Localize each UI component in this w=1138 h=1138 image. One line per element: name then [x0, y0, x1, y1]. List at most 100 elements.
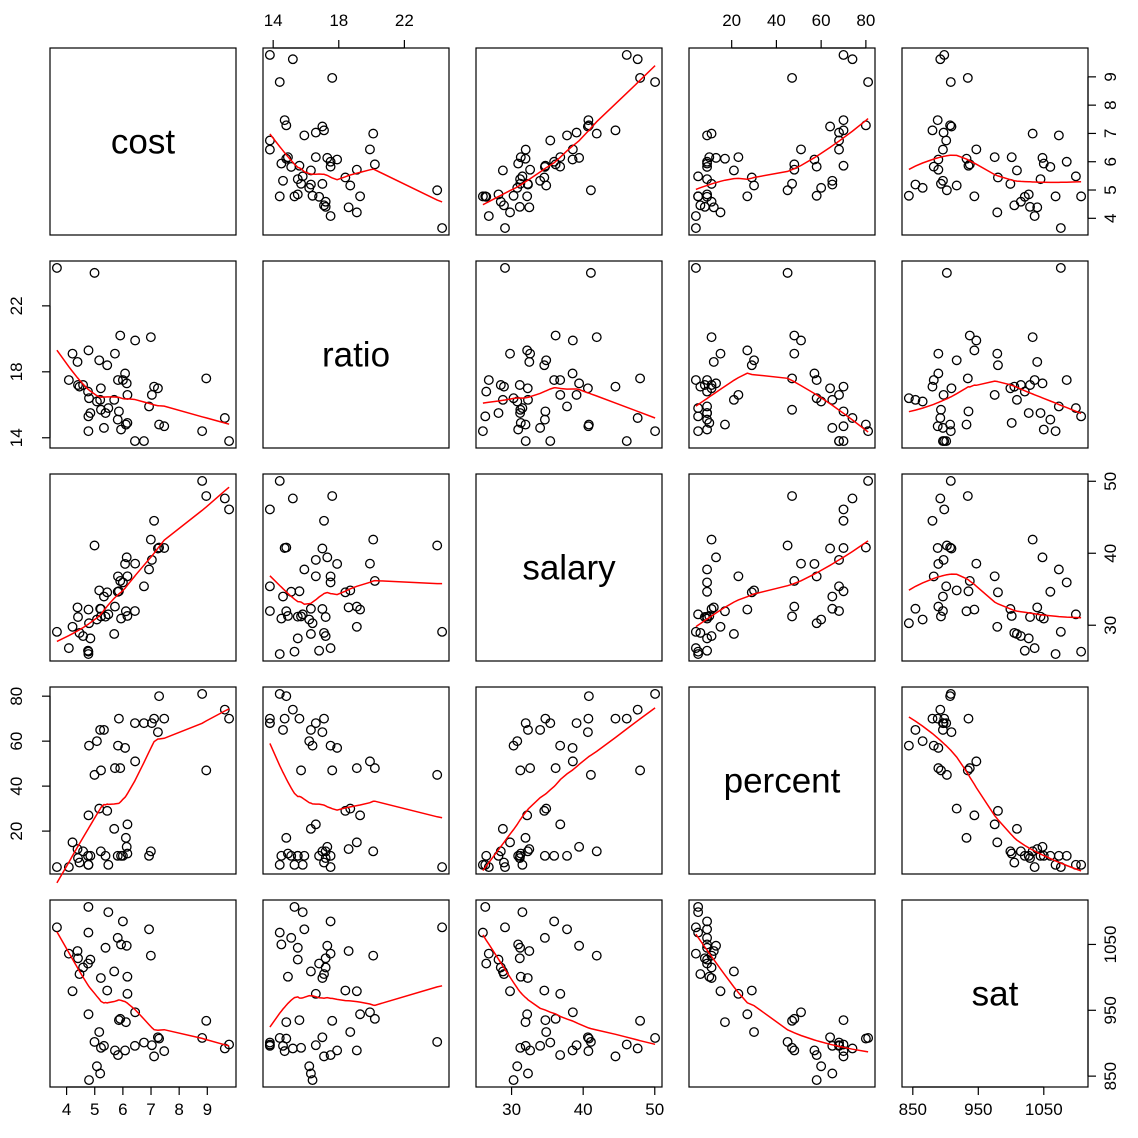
data-point — [289, 859, 300, 870]
data-point — [1038, 158, 1049, 169]
data-point — [937, 724, 948, 735]
data-point — [102, 360, 113, 371]
data-point — [287, 1043, 298, 1054]
data-point — [962, 373, 973, 384]
data-point — [520, 1040, 531, 1051]
data-point — [340, 805, 351, 816]
data-point — [103, 609, 114, 620]
data-point — [927, 713, 938, 724]
data-point — [932, 713, 943, 724]
data-point — [1045, 414, 1056, 425]
data-point — [432, 540, 443, 551]
data-point — [83, 345, 94, 356]
variable-label: percent — [724, 762, 841, 801]
panel-frame — [49, 47, 237, 236]
data-point — [695, 969, 706, 980]
data-point — [941, 769, 952, 780]
data-point — [583, 115, 594, 126]
data-point — [567, 756, 578, 767]
data-point — [555, 1050, 566, 1061]
data-point — [951, 803, 962, 814]
data-point — [863, 77, 874, 87]
data-point — [314, 850, 325, 861]
data-point — [517, 403, 528, 414]
data-point — [73, 612, 83, 622]
data-point — [117, 375, 128, 386]
data-point — [122, 417, 133, 428]
data-point — [816, 1061, 827, 1072]
data-point — [1025, 853, 1035, 864]
data-point — [562, 924, 572, 935]
data-point — [307, 618, 318, 629]
data-point — [351, 837, 362, 848]
data-point — [992, 837, 1003, 848]
data-point — [789, 330, 800, 341]
data-point — [120, 1017, 131, 1028]
data-point — [690, 262, 701, 273]
data-point — [524, 946, 535, 956]
data-point — [109, 966, 120, 977]
data-point — [825, 543, 836, 554]
data-point — [120, 419, 131, 430]
data-point — [113, 713, 124, 724]
data-point — [733, 152, 744, 163]
variable-label: sat — [972, 975, 1019, 1014]
data-point — [621, 436, 632, 447]
data-point — [310, 554, 321, 565]
data-point — [574, 841, 585, 852]
data-point — [327, 72, 338, 83]
data-point — [834, 135, 844, 146]
data-point — [811, 375, 822, 386]
data-point — [535, 175, 546, 186]
data-point — [863, 426, 874, 437]
data-point — [936, 404, 946, 415]
data-point — [297, 609, 308, 620]
x-tick-label: 60 — [812, 11, 831, 30]
data-point — [903, 618, 914, 629]
panel-frame — [49, 260, 237, 449]
smooth-line — [269, 743, 443, 819]
panel-frame — [49, 899, 237, 1088]
data-point — [704, 611, 715, 621]
data-point — [989, 819, 1000, 830]
data-point — [113, 406, 124, 417]
x-tick-label: 40 — [767, 11, 786, 30]
data-point — [1053, 130, 1064, 141]
data-point — [520, 144, 531, 155]
data-point — [789, 576, 800, 586]
data-point — [1029, 643, 1040, 654]
smooth-line — [908, 154, 1082, 184]
y-tick-label: 4 — [1101, 214, 1120, 223]
data-point — [937, 606, 948, 616]
data-point — [834, 436, 844, 447]
data-point — [83, 927, 94, 938]
data-point — [706, 534, 717, 545]
data-point — [992, 348, 1003, 359]
data-point — [811, 1050, 822, 1061]
y-tick-label: 20 — [7, 822, 26, 841]
data-point — [149, 515, 160, 526]
data-point — [1050, 649, 1061, 660]
data-point — [139, 1037, 149, 1048]
data-point — [149, 1051, 160, 1062]
data-point — [809, 1045, 820, 1056]
data-point — [91, 1061, 102, 1072]
data-point — [591, 128, 602, 139]
data-point — [281, 120, 292, 131]
data-point — [83, 901, 94, 912]
data-point — [635, 373, 646, 384]
data-point — [364, 558, 375, 569]
data-point — [100, 850, 111, 861]
data-point — [274, 927, 285, 938]
data-point — [274, 649, 285, 660]
data-point — [789, 1013, 800, 1024]
data-point — [702, 158, 713, 169]
data-point — [276, 939, 287, 950]
y-tick-label: 14 — [7, 428, 26, 447]
data-point — [571, 389, 582, 400]
x-tick-label: 40 — [574, 1100, 593, 1119]
data-point — [505, 986, 515, 997]
data-point — [113, 740, 123, 751]
data-point — [933, 348, 944, 359]
data-point — [276, 850, 287, 861]
